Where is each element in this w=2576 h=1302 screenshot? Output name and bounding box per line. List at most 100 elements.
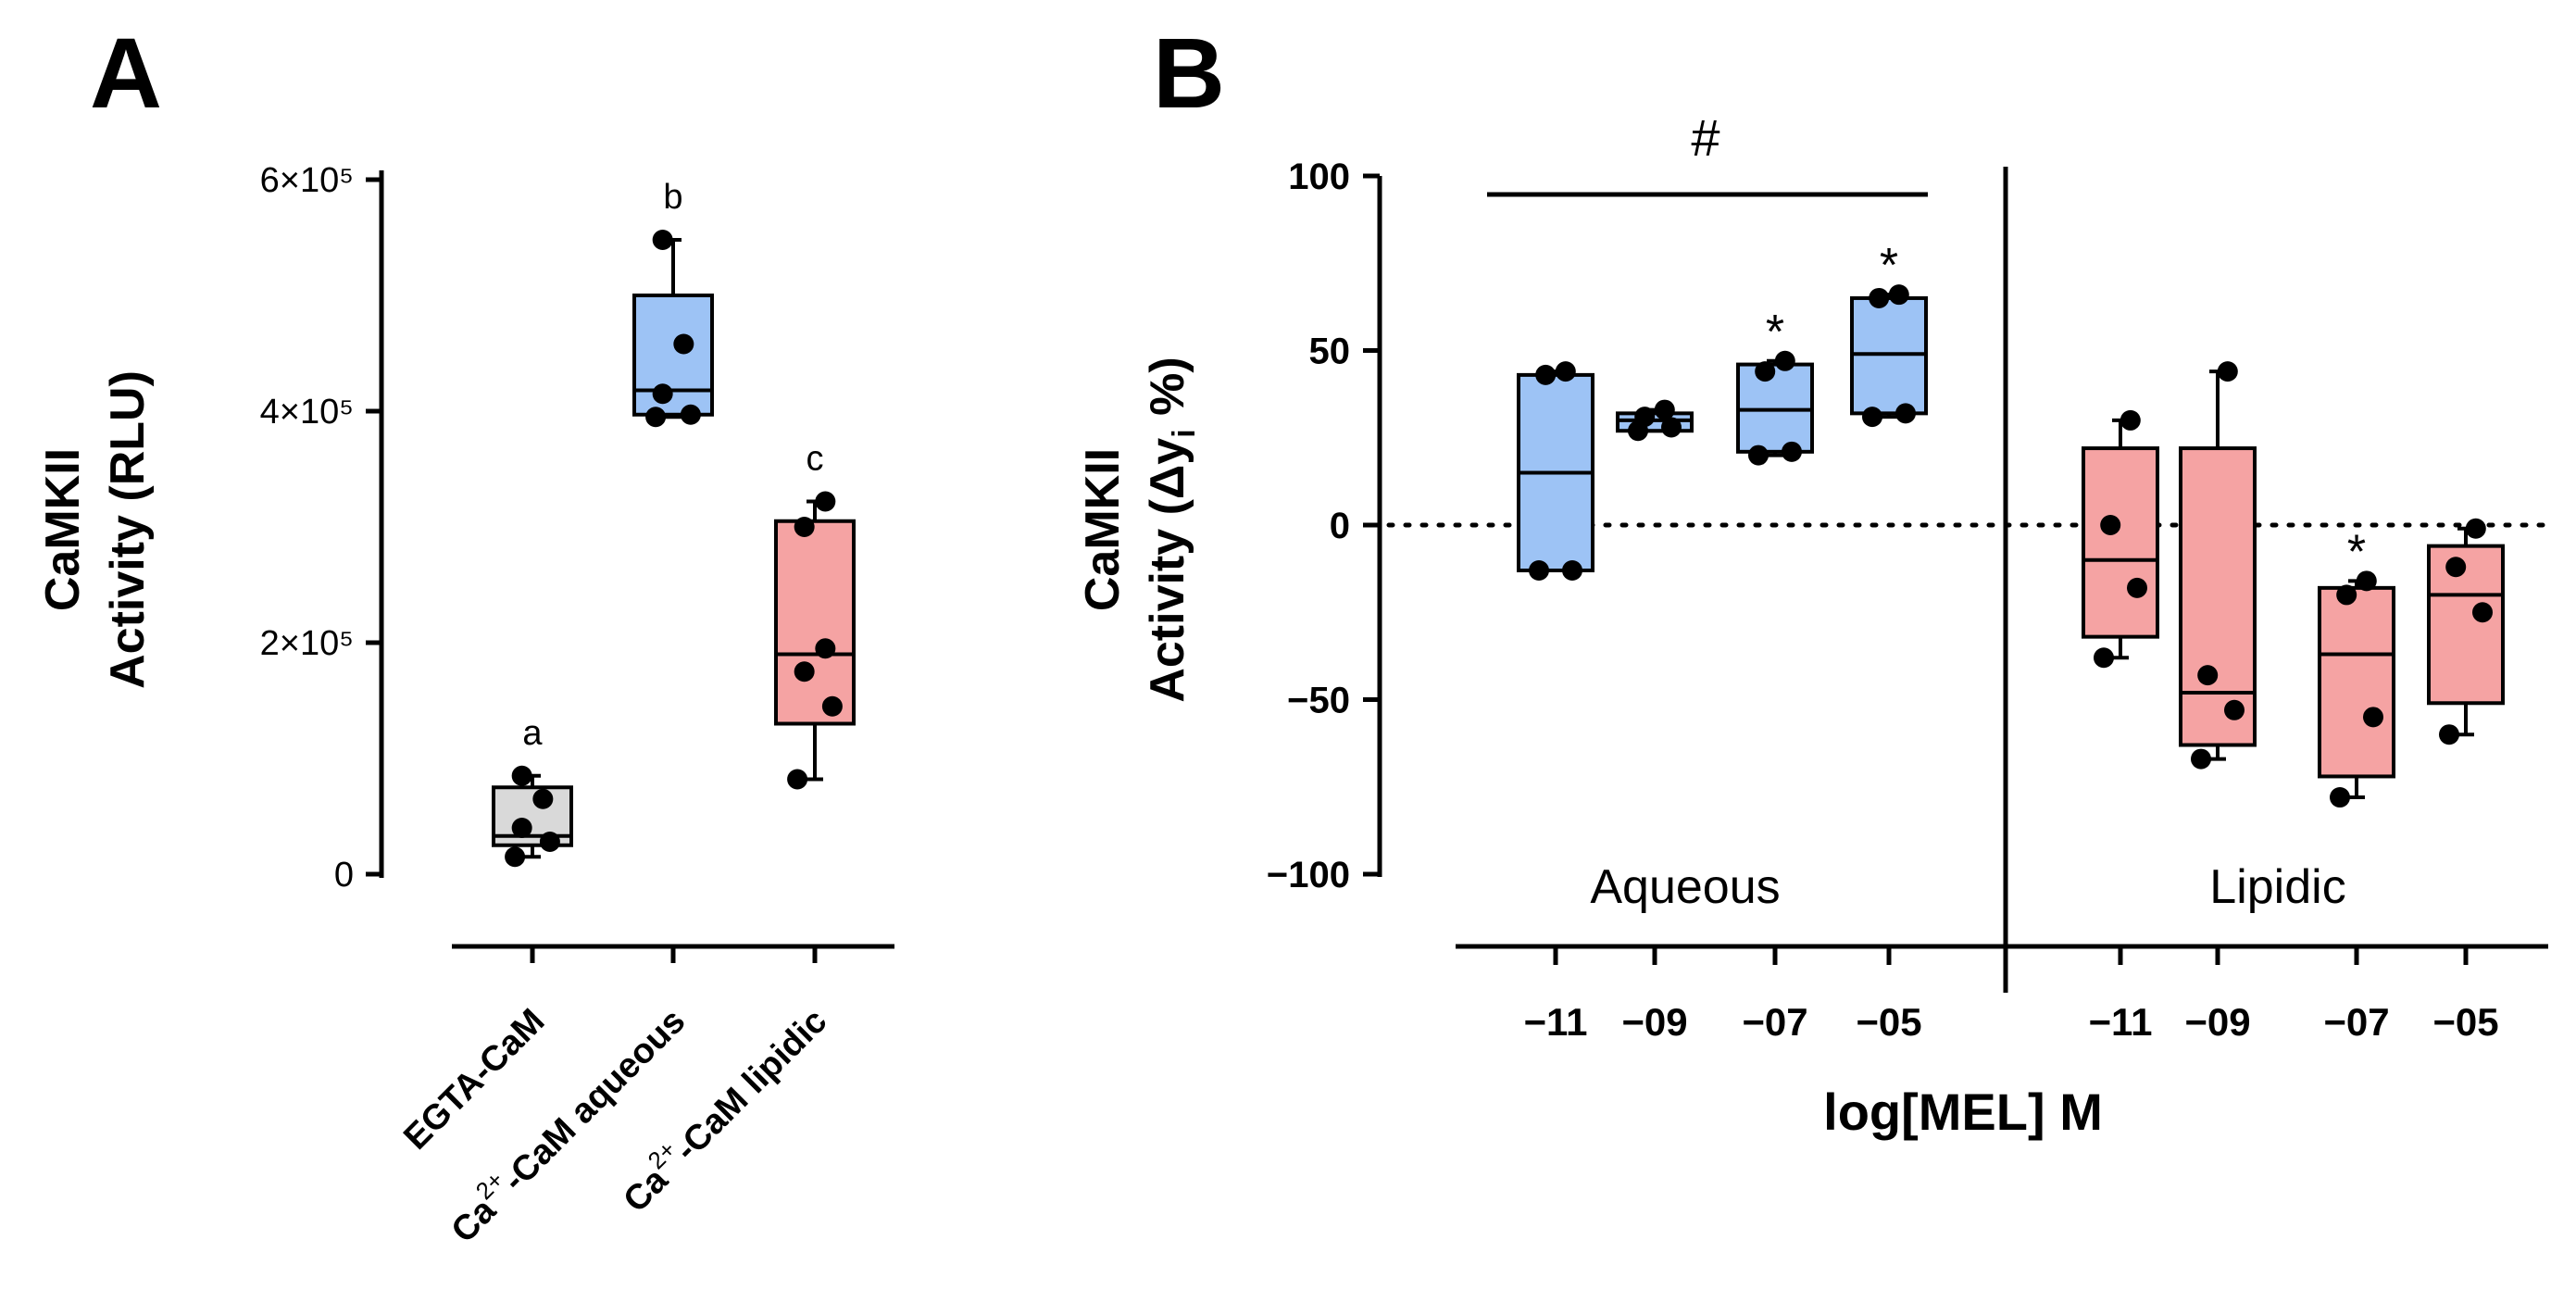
x-tick-label: −09	[1621, 1000, 1687, 1044]
x-label-ca: Ca	[444, 1191, 505, 1251]
panel-a-group: a	[492, 714, 573, 868]
data-point	[2127, 577, 2147, 598]
group-letter: c	[807, 440, 824, 479]
panel-b-group	[2179, 361, 2257, 770]
data-point	[1661, 417, 1682, 438]
y-tick-label: 0	[334, 856, 354, 895]
ylabel-end: %)	[1141, 357, 1194, 429]
data-point	[511, 765, 532, 786]
data-point	[1869, 287, 1890, 308]
significance-star: *	[1766, 306, 1784, 359]
panel-b-group	[2427, 518, 2505, 745]
x-tick-label: −11	[1524, 1000, 1588, 1044]
data-point	[815, 638, 836, 659]
y-tick-label: 50	[1309, 332, 1351, 372]
data-point	[1895, 403, 1916, 424]
y-tick-label: −100	[1267, 855, 1350, 895]
panel-b-group: *	[1850, 239, 1928, 428]
section-label-lipidic: Lipidic	[2209, 860, 2345, 914]
x-tick-label: −09	[2184, 1000, 2250, 1044]
data-point	[539, 832, 560, 852]
data-point	[673, 333, 694, 355]
ylabel-sub: i	[1167, 429, 1202, 437]
group-letter: b	[663, 178, 682, 217]
data-point	[1634, 407, 1656, 428]
data-point	[794, 517, 815, 537]
data-point	[652, 383, 673, 405]
panel-b-group	[1616, 399, 1694, 442]
data-point	[1774, 350, 1795, 371]
ylabel-main: Activity (Δy	[1141, 438, 1194, 703]
data-point	[1535, 364, 1557, 385]
significance-star: *	[1880, 239, 1898, 293]
data-point	[532, 788, 554, 809]
y-tick-label: 100	[1288, 156, 1350, 197]
panel-b-boxes: * * *	[1517, 239, 2505, 808]
y-tick-label: 2×10⁵	[260, 624, 354, 663]
data-point	[2356, 570, 2377, 592]
x-tick-label: −05	[2432, 1000, 2498, 1044]
data-point	[2330, 787, 2350, 808]
group-letter: a	[522, 714, 543, 753]
panel-a-letter: A	[90, 17, 162, 129]
data-point	[2336, 584, 2357, 606]
data-point	[2100, 515, 2121, 535]
data-point	[2197, 665, 2219, 686]
data-point	[2120, 409, 2141, 431]
significance-star: *	[2347, 525, 2366, 579]
panel-a-xlabel-aqueous: Ca2+-CaM aqueous	[438, 995, 693, 1250]
panel-a-ylabel-line2: Activity (RLU)	[101, 370, 155, 689]
data-point	[1555, 361, 1576, 382]
data-point	[2472, 602, 2493, 623]
section-label-aqueous: Aqueous	[1590, 860, 1780, 914]
data-point	[1862, 407, 1882, 428]
box	[632, 294, 714, 417]
x-label-rest: -CaM lipidic	[668, 1002, 834, 1169]
panel-a-group: c	[774, 440, 856, 790]
data-point	[2191, 748, 2211, 770]
panel-a-xlabel-egta: EGTA-CaM	[396, 1002, 552, 1158]
panel-b-group: *	[1736, 306, 1814, 466]
significance-hash: #	[1691, 108, 1719, 167]
panel-a: CaMKII Activity (RLU) 0 2×10⁵ 4×10⁵ 6×10⁵ a…	[36, 161, 894, 1250]
data-point	[2094, 647, 2114, 669]
data-point	[1748, 444, 1769, 466]
data-point	[1654, 399, 1675, 420]
y-tick-label: 6×10⁵	[260, 161, 354, 200]
data-point	[794, 661, 815, 682]
data-point	[505, 846, 526, 868]
box	[2427, 544, 2505, 706]
panel-a-boxes: a b c	[492, 178, 856, 963]
data-point	[1562, 560, 1582, 582]
panel-b-xlabel: log[MEL] M	[1823, 1083, 2103, 1141]
panel-b-x-ticks: −11 −09 −07 −05 −11 −09 −07 −05	[1524, 946, 2499, 1044]
panel-b-ylabel-line2: Activity (Δyi %)	[1141, 357, 1202, 702]
data-point	[511, 818, 532, 838]
panel-b-ylabel-line1: CaMKII	[1076, 448, 1130, 611]
y-tick-label: −50	[1287, 681, 1350, 721]
panel-b-group	[2082, 409, 2159, 669]
panel-b-group: *	[2318, 525, 2395, 808]
panel-a-group: b	[632, 178, 714, 428]
box	[2179, 446, 2257, 747]
data-point	[821, 695, 843, 717]
data-point	[815, 491, 836, 512]
data-point	[1529, 560, 1549, 582]
panel-a-ylabel-line1: CaMKII	[36, 448, 90, 611]
x-tick-label: −05	[1856, 1000, 1921, 1044]
data-point	[680, 404, 701, 425]
x-tick-label: −07	[1742, 1000, 1807, 1044]
box	[2082, 446, 2159, 639]
data-point	[2445, 557, 2467, 578]
y-tick-label: 0	[1330, 506, 1350, 546]
data-point	[1782, 441, 1802, 462]
x-label-text: EGTA-CaM	[396, 1002, 552, 1158]
box	[774, 519, 856, 726]
x-tick-label: −11	[2089, 1000, 2153, 1044]
y-tick-label: 4×10⁵	[260, 393, 354, 432]
panel-a-xlabels: EGTA-CaM Ca2+-CaM aqueous Ca2+-CaM lipid…	[396, 995, 834, 1251]
data-point	[2439, 724, 2459, 745]
x-tick-label: −07	[2323, 1000, 2389, 1044]
